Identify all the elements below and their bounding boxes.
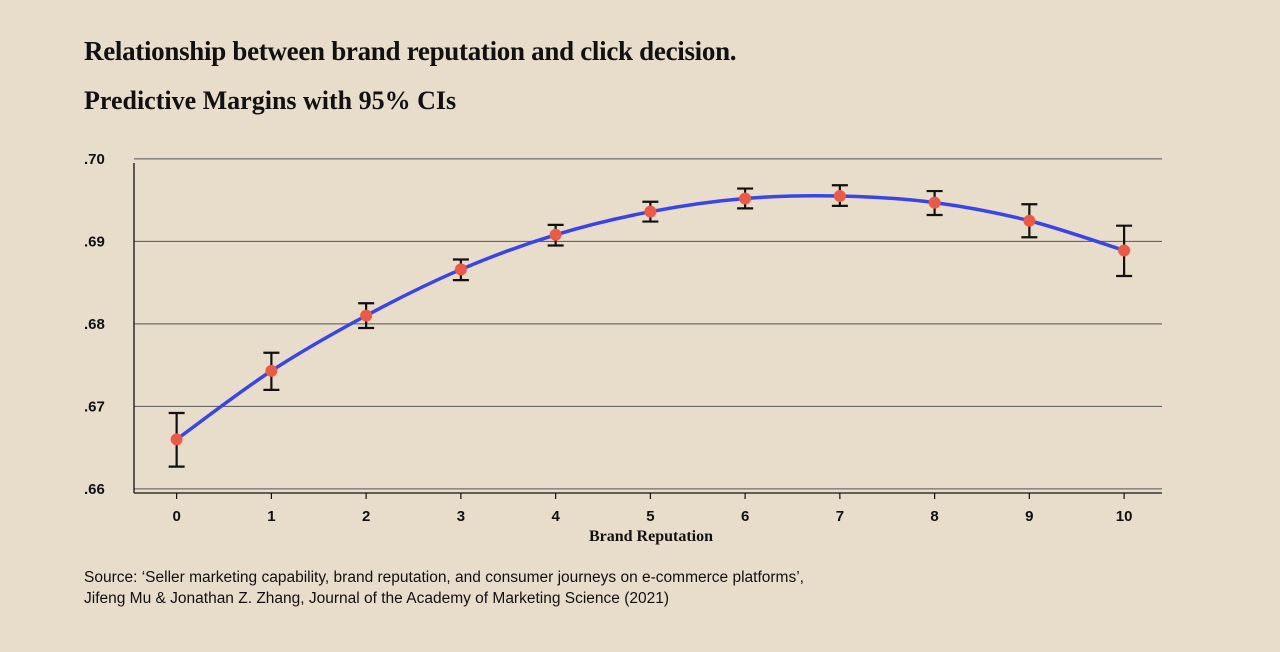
x-tick-label: 0 — [172, 508, 180, 525]
series-line-path — [174, 193, 1126, 442]
chart-title: Relationship between brand reputation an… — [84, 36, 737, 66]
data-point — [360, 309, 373, 322]
data-point — [265, 364, 278, 377]
data-point — [170, 433, 183, 446]
x-tick-label: 3 — [457, 508, 465, 525]
x-tick-label: 1 — [267, 508, 275, 525]
data-point — [1023, 214, 1036, 227]
data-point — [928, 196, 941, 209]
error-bars — [168, 184, 1133, 468]
series-line — [174, 193, 1126, 442]
source-line-2: Jifeng Mu & Jonathan Z. Zhang, Journal o… — [84, 590, 670, 607]
x-tick-label: 10 — [1116, 508, 1133, 525]
y-tick-label: .69 — [84, 233, 105, 250]
y-tick-label: .68 — [84, 316, 105, 333]
x-tick-label: 2 — [362, 508, 370, 525]
data-point — [739, 192, 752, 205]
data-point — [1118, 244, 1131, 257]
axes — [133, 163, 1162, 499]
x-tick-label: 6 — [741, 508, 749, 525]
data-point — [454, 263, 467, 276]
y-tick-labels: .66 .67 .68 .69 .70 — [84, 151, 105, 498]
x-tick-labels: 0 1 2 3 4 5 6 7 8 9 10 — [172, 508, 1132, 525]
data-point — [549, 228, 562, 241]
x-tick-label: 8 — [930, 508, 938, 525]
source-line-1: Source: ‘Seller marketing capability, br… — [84, 569, 804, 586]
data-point — [833, 190, 846, 202]
data-points — [170, 190, 1131, 446]
x-tick-label: 5 — [646, 508, 654, 525]
y-tick-label: .66 — [84, 481, 105, 498]
source-note: Source: ‘Seller marketing capability, br… — [84, 567, 804, 609]
chart-subtitle: Predictive Margins with 95% CIs — [84, 86, 457, 115]
grid-lines — [134, 158, 1162, 490]
x-tick-label: 4 — [551, 508, 560, 525]
x-axis-label: Brand Reputation — [589, 528, 713, 545]
y-tick-label: .67 — [84, 398, 105, 415]
chart-area: .66 .67 .68 .69 .70 0 1 2 3 4 5 6 7 8 9 10 Brand Reput… — [84, 151, 1162, 545]
x-tick-label: 7 — [836, 508, 844, 525]
y-tick-label: .70 — [84, 151, 105, 168]
data-point — [644, 205, 657, 218]
x-tick-label: 9 — [1025, 508, 1033, 525]
